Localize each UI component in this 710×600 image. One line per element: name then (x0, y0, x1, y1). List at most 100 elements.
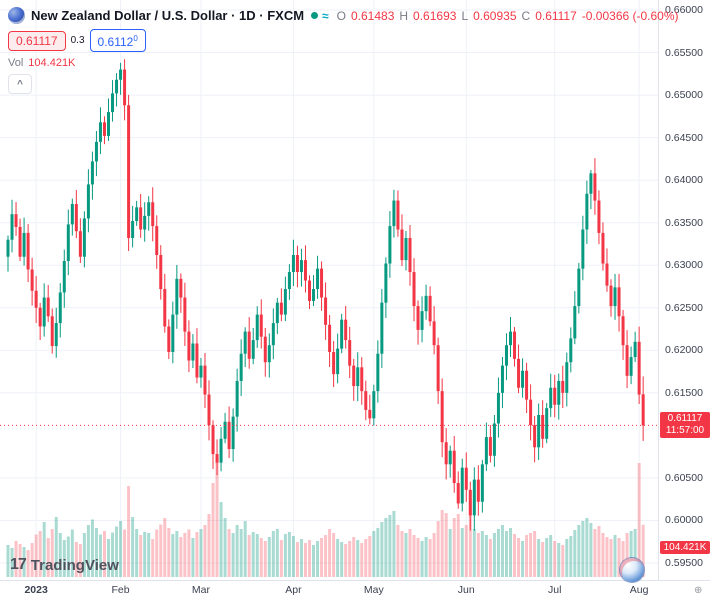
volume-bar (352, 537, 356, 577)
candle-body (94, 141, 98, 162)
buy-price-main: 0.6112 (97, 35, 134, 49)
candle-body (223, 421, 227, 439)
volume-bar (211, 483, 215, 577)
candle-body (271, 323, 275, 346)
approx-data-icon: ≈ (322, 8, 329, 23)
volume-bar (119, 521, 123, 577)
volume-bar (468, 501, 472, 577)
decorative-badge-icon[interactable] (620, 558, 644, 582)
volume-bar (416, 538, 420, 577)
axis-settings-icon[interactable]: ⊕ (694, 585, 703, 596)
volume-bar (123, 529, 127, 577)
tradingview-logo-mark-icon: 17 (10, 556, 27, 573)
candle-body (464, 467, 468, 490)
candle-body (179, 278, 183, 298)
volume-bar (259, 538, 263, 577)
candle-body (235, 380, 239, 417)
price-axis[interactable]: 0.61117 11:57:00 104.421K 0.66000 0.65500… (658, 0, 710, 580)
candle-body (637, 341, 641, 395)
candlestick-chart[interactable] (0, 0, 658, 580)
time-tick-label: Apr (285, 584, 302, 596)
candle-body (613, 287, 617, 307)
candle-body (316, 268, 320, 290)
candle-body (581, 229, 585, 269)
candle-body (352, 365, 356, 387)
candle-body (191, 343, 195, 361)
volume-row: Vol 104.421K (8, 57, 679, 69)
volume-bar (159, 524, 163, 577)
candle-body (82, 218, 86, 257)
candle-body (549, 387, 553, 409)
volume-bar (420, 541, 424, 577)
volume-bar (30, 543, 34, 577)
price-tick-label: 0.62500 (665, 301, 703, 314)
candle-body (376, 353, 380, 392)
volume-bar (107, 539, 110, 577)
candle-body (392, 200, 396, 227)
symbol-title[interactable]: New Zealand Dollar / U.S. Dollar · 1D · … (31, 8, 305, 23)
volume-bar (488, 539, 492, 577)
candle-body (119, 69, 123, 80)
time-axis[interactable]: ⊕ 2023 Feb Mar Apr May Jun Jul Aug (0, 580, 710, 600)
volume-bar (22, 547, 26, 577)
volume-bar (517, 538, 521, 577)
candle-body (243, 331, 247, 354)
candle-body (609, 285, 613, 307)
volume-bar (605, 537, 609, 577)
volume-bar (625, 533, 629, 577)
volume-bar (360, 543, 364, 577)
volume-bar (263, 541, 267, 577)
candle-body (18, 226, 22, 257)
volume-bar (147, 533, 151, 577)
volume-bar (440, 510, 444, 577)
time-tick-label: Mar (191, 584, 210, 596)
candle-body (207, 394, 211, 426)
candle-body (456, 483, 460, 504)
candle-body (621, 316, 625, 346)
candle-body (561, 380, 565, 393)
candle-body (573, 306, 577, 339)
candle-body (633, 341, 637, 358)
candle-body (404, 238, 408, 261)
candle-body (259, 314, 263, 337)
candle-body (86, 184, 90, 219)
tradingview-logo[interactable]: 17 TradingView (10, 556, 119, 574)
close-label: C (521, 8, 531, 23)
candle-body (432, 321, 436, 346)
candle-body (488, 437, 492, 456)
price-tick-label: 0.64000 (665, 174, 703, 187)
candle-body (6, 239, 10, 257)
candle-body (247, 331, 251, 359)
volume-bar (328, 529, 332, 577)
buy-button[interactable]: 0.61120 (89, 29, 146, 52)
candle-body (344, 319, 348, 341)
legend-collapse-button[interactable]: ^ (8, 74, 32, 94)
volume-bar (195, 532, 199, 577)
candle-body (239, 353, 243, 381)
time-tick-label: Feb (111, 584, 130, 596)
volume-bar (267, 537, 271, 577)
candle-body (211, 425, 215, 455)
candle-body (408, 238, 412, 273)
volume-bar (324, 535, 328, 577)
volume-bar (223, 518, 227, 577)
volume-bar (496, 529, 500, 577)
candle-body (171, 314, 175, 353)
candle-body (308, 280, 311, 301)
volume-bar (545, 538, 549, 577)
volume-bar (332, 533, 336, 577)
volume-bar (609, 539, 613, 577)
chart-plot-area[interactable] (0, 0, 658, 580)
candle-body (444, 442, 448, 465)
price-tick-label: 0.62000 (665, 344, 703, 357)
candle-body (545, 408, 549, 439)
price-tick-label: 0.63000 (665, 259, 703, 272)
volume-bar (275, 529, 279, 577)
candle-body (484, 437, 488, 465)
close-value: 0.61117 (535, 8, 577, 23)
candle-body (312, 289, 316, 301)
volume-bar (428, 539, 432, 577)
sell-button[interactable]: 0.61117 (8, 30, 66, 51)
candle-body (251, 340, 255, 359)
candle-body (521, 370, 525, 388)
